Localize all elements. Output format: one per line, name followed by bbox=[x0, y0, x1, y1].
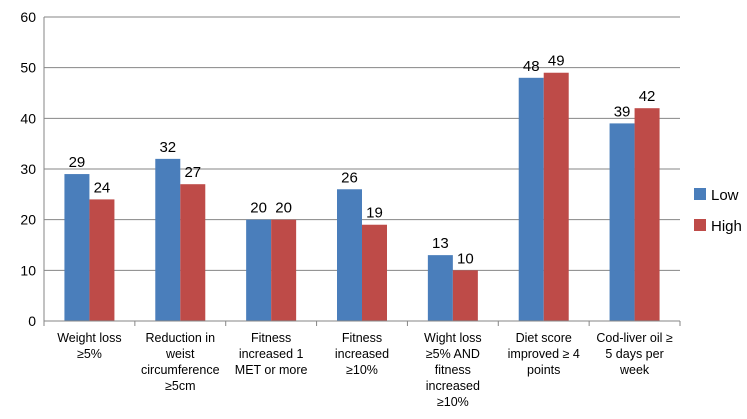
x-tick-label-line: Weight loss bbox=[57, 331, 121, 345]
bar-low bbox=[64, 174, 90, 321]
y-tick-label: 40 bbox=[20, 110, 36, 126]
legend-label-low: Low bbox=[711, 187, 739, 204]
legend-swatch-low bbox=[694, 188, 706, 200]
x-tick-label-line: ≥5cm bbox=[165, 379, 195, 393]
data-label: 29 bbox=[69, 154, 86, 171]
bar-low bbox=[246, 219, 272, 321]
bar-low bbox=[609, 123, 635, 322]
y-tick-label: 20 bbox=[20, 212, 36, 228]
x-tick-label-line: increased bbox=[335, 347, 389, 361]
data-label: 39 bbox=[614, 103, 631, 120]
x-tick-label-line: ≥10% bbox=[346, 363, 378, 377]
data-label: 13 bbox=[432, 235, 449, 252]
gridlines bbox=[44, 16, 680, 271]
data-label: 20 bbox=[250, 200, 267, 217]
y-tick-label: 10 bbox=[20, 262, 36, 278]
bar-high bbox=[180, 184, 206, 321]
data-label: 49 bbox=[548, 53, 565, 70]
x-tick-label-line: increased bbox=[426, 379, 480, 393]
bar-low bbox=[427, 255, 453, 321]
data-label: 19 bbox=[366, 205, 383, 222]
y-tick-label: 60 bbox=[20, 9, 36, 25]
x-tick-label-line: Fitness bbox=[342, 331, 382, 345]
y-axis: 0 10 20 30 40 50 60 bbox=[20, 9, 45, 329]
data-label: 10 bbox=[457, 250, 474, 267]
bar-high bbox=[452, 270, 478, 321]
data-labels: 29 32 20 26 13 48 39 24 27 20 19 10 49 42 bbox=[69, 53, 656, 268]
bar-low bbox=[518, 77, 544, 321]
x-tick-label-line: week bbox=[619, 363, 650, 377]
bars bbox=[64, 72, 660, 322]
x-tick-label-line: 5 days per bbox=[605, 347, 663, 361]
x-tick-label-line: increased 1 bbox=[239, 347, 304, 361]
x-tick-label-line: circumference bbox=[141, 363, 220, 377]
data-label: 48 bbox=[523, 58, 540, 75]
bar-high bbox=[271, 219, 297, 321]
legend: Low High bbox=[694, 187, 742, 235]
y-tick-label: 30 bbox=[20, 161, 36, 177]
x-axis: Weight loss ≥5% Reduction in weist circumfer… bbox=[43, 320, 681, 409]
x-tick-label-line: points bbox=[527, 363, 560, 377]
data-label: 20 bbox=[275, 200, 292, 217]
x-tick-label: Cod-liver oil ≥ 5 days per week bbox=[596, 331, 672, 377]
x-tick-label-line: Cod-liver oil ≥ bbox=[596, 331, 672, 345]
data-label: 32 bbox=[159, 139, 176, 156]
y-tick-label: 0 bbox=[28, 313, 36, 329]
x-tick-label-line: Wight loss bbox=[424, 331, 482, 345]
x-tick-label-line: improved ≥ 4 bbox=[508, 347, 580, 361]
x-tick-label-line: Diet score bbox=[516, 331, 572, 345]
x-tick-label-line: MET or more bbox=[235, 363, 308, 377]
x-tick-label-line: ≥10% bbox=[437, 395, 469, 409]
bar-low bbox=[337, 189, 362, 321]
x-tick-label: Reduction in weist circumference ≥5cm bbox=[141, 331, 220, 393]
data-label: 42 bbox=[639, 88, 656, 105]
x-tick-label-line: ≥5% bbox=[77, 347, 102, 361]
bar-high bbox=[362, 224, 387, 321]
x-tick-label-line: Fitness bbox=[251, 331, 291, 345]
bar-high bbox=[543, 72, 569, 321]
bar-low bbox=[155, 158, 181, 321]
x-tick-label-line: fitness bbox=[435, 363, 471, 377]
bar-high bbox=[634, 108, 660, 321]
x-tick-label: Fitness increased ≥10% bbox=[335, 331, 389, 377]
x-tick-label-line: Reduction in bbox=[146, 331, 216, 345]
y-tick-label: 50 bbox=[20, 60, 36, 76]
data-label: 24 bbox=[94, 179, 111, 196]
data-label: 26 bbox=[341, 169, 358, 186]
x-tick-label: Fitness increased 1 MET or more bbox=[235, 331, 308, 377]
bar-high bbox=[89, 199, 115, 321]
x-tick-label: Diet score improved ≥ 4 points bbox=[508, 331, 580, 377]
x-tick-label: Weight loss ≥5% bbox=[57, 331, 121, 361]
x-tick-label-line: ≥5% AND bbox=[426, 347, 480, 361]
x-tick-label-line: weist bbox=[165, 347, 195, 361]
x-tick-label: Wight loss ≥5% AND fitness increased ≥10% bbox=[424, 331, 482, 409]
legend-label-high: High bbox=[711, 218, 742, 235]
data-label: 27 bbox=[184, 164, 201, 181]
legend-swatch-high bbox=[694, 219, 706, 231]
